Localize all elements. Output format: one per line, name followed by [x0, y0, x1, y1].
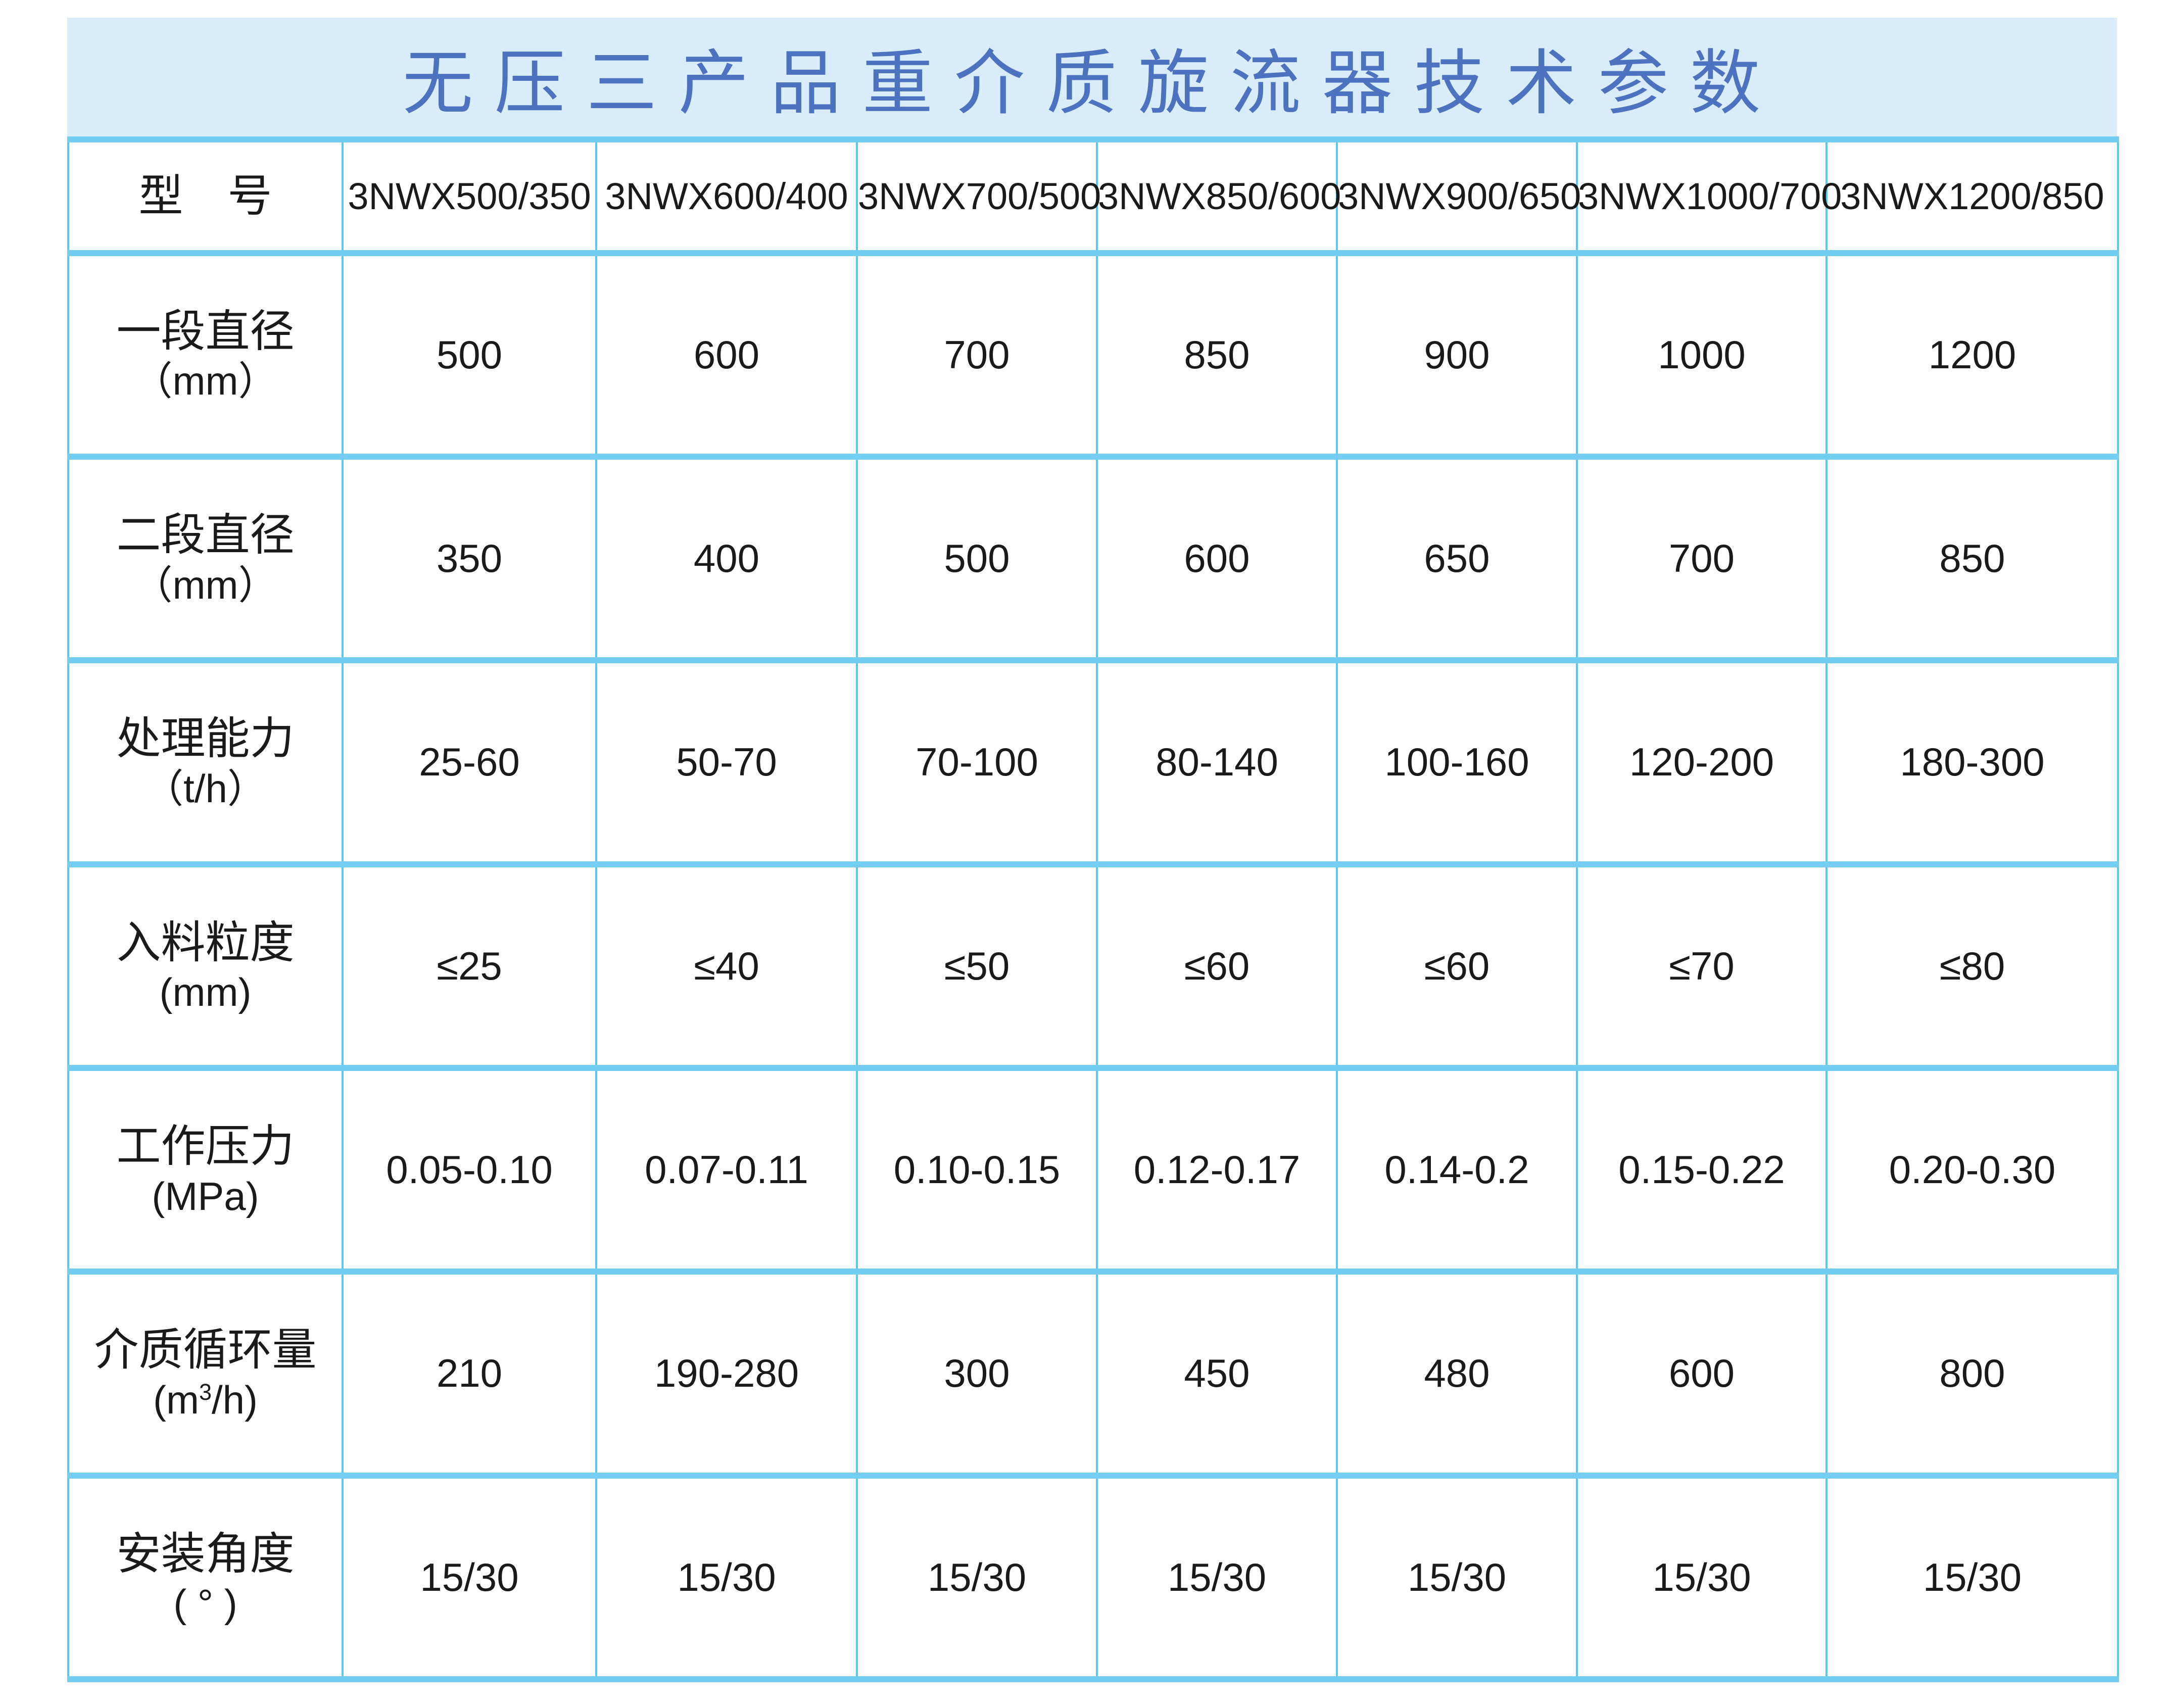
value-cell: 190-280	[595, 1268, 858, 1479]
value-cell: 15/30	[1096, 1472, 1338, 1683]
row-label-name: 工作压力	[116, 1120, 295, 1173]
value-cell: ≤50	[856, 861, 1098, 1071]
spec-table: 型 号 3NWX500/350 3NWX600/400 3NWX700/500 3NWX…	[67, 136, 2119, 1683]
value-cell: 0.15-0.22	[1576, 1064, 1828, 1275]
row-label-unit: (mm)	[159, 970, 252, 1015]
row-label-name: 处理能力	[116, 712, 295, 765]
value-cell: 15/30	[1825, 1472, 2119, 1683]
value-cell: 500	[342, 250, 597, 460]
value-cell: 700	[856, 250, 1098, 460]
model-cell: 3NWX1200/850	[1825, 136, 2119, 256]
row-label: 一段直径 （mm）	[67, 250, 344, 460]
value-cell: 0.14-0.2	[1336, 1064, 1578, 1275]
value-cell: 800	[1825, 1268, 2119, 1479]
row-label-unit: ( ° )	[173, 1581, 237, 1626]
row-label-unit: (m3/h)	[69, 1377, 342, 1424]
row-label: 安装角度( ° )	[67, 1472, 344, 1683]
value-cell: 15/30	[595, 1472, 858, 1683]
value-cell: 600	[1576, 1268, 1828, 1479]
value-cell: 1200	[1825, 250, 2119, 460]
value-cell: 0.10-0.15	[856, 1064, 1098, 1275]
value-cell: 0.07-0.11	[595, 1064, 858, 1275]
model-cell: 3NWX700/500	[856, 136, 1101, 256]
row-label-name: 安装角度	[116, 1527, 295, 1580]
table-row: 安装角度( ° ) 15/30 15/30 15/30 15/30 15/30 15/30 1…	[67, 1472, 2119, 1683]
row-label-name: 一段直径	[116, 305, 295, 357]
value-cell: 600	[1096, 453, 1338, 664]
value-cell: 500	[856, 453, 1098, 664]
value-cell: 350	[342, 453, 597, 664]
model-cell: 3NWX900/650	[1336, 136, 1581, 256]
model-cell: 3NWX600/400	[595, 136, 858, 256]
model-cell: 3NWX850/600	[1096, 136, 1341, 256]
value-cell: 400	[595, 453, 858, 664]
model-header: 型 号	[67, 136, 344, 256]
value-cell: 70-100	[856, 657, 1098, 867]
value-cell: 15/30	[1576, 1472, 1828, 1683]
value-cell: 100-160	[1336, 657, 1578, 867]
value-cell: 25-60	[342, 657, 597, 867]
row-label-unit: （mm）	[133, 562, 278, 607]
value-cell: 600	[595, 250, 858, 460]
title-band: 无压三产品重介质旋流器技术参数	[67, 18, 2117, 136]
unit-pre: (m	[153, 1377, 199, 1422]
value-cell: 0.12-0.17	[1096, 1064, 1338, 1275]
value-cell: 15/30	[342, 1472, 597, 1683]
table-row: 二段直径 （mm） 350 400 500 600 650 700 850	[67, 453, 2119, 664]
value-cell: 450	[1096, 1268, 1338, 1479]
value-cell: 480	[1336, 1268, 1578, 1479]
value-cell: 650	[1336, 453, 1578, 664]
row-label-name: 入料粒度	[116, 916, 295, 968]
value-cell: 700	[1576, 453, 1828, 664]
value-cell: 80-140	[1096, 657, 1338, 867]
value-cell: ≤25	[342, 861, 597, 1071]
value-cell: 120-200	[1576, 657, 1828, 867]
value-cell: ≤70	[1576, 861, 1828, 1071]
value-cell: ≤80	[1825, 861, 2119, 1071]
value-cell: 300	[856, 1268, 1098, 1479]
unit-post: /h)	[211, 1377, 258, 1422]
value-cell: 180-300	[1825, 657, 2119, 867]
header-row: 型 号 3NWX500/350 3NWX600/400 3NWX700/500 3NWX…	[67, 136, 2119, 256]
row-label: 处理能力 （t/h）	[67, 657, 344, 867]
value-cell: 15/30	[1336, 1472, 1578, 1683]
table-row: 入料粒度 (mm) ≤25 ≤40 ≤50 ≤60 ≤60 ≤70 ≤80	[67, 861, 2119, 1071]
row-label-unit: (MPa)	[152, 1174, 259, 1218]
table-row: 一段直径 （mm） 500 600 700 850 900 1000 1200	[67, 250, 2119, 460]
row-label: 工作压力 (MPa)	[67, 1064, 344, 1275]
row-label: 入料粒度 (mm)	[67, 861, 344, 1071]
value-cell: 850	[1825, 453, 2119, 664]
table-row: 工作压力 (MPa) 0.05-0.10 0.07-0.11 0.10-0.15 0.12…	[67, 1064, 2119, 1275]
value-cell: 210	[342, 1268, 597, 1479]
row-label: 介质循环量 (m3/h)	[67, 1268, 344, 1479]
value-cell: 0.05-0.10	[342, 1064, 597, 1275]
model-cell: 3NWX500/350	[342, 136, 597, 256]
model-cell: 3NWX1000/700	[1576, 136, 1842, 256]
table-row: 处理能力 （t/h） 25-60 50-70 70-100 80-140 100-160 12…	[67, 657, 2119, 867]
value-cell: 50-70	[595, 657, 858, 867]
row-label: 二段直径 （mm）	[67, 453, 344, 664]
value-cell: ≤60	[1336, 861, 1578, 1071]
row-label-name: 介质循环量	[94, 1324, 317, 1376]
value-cell: 900	[1336, 250, 1578, 460]
value-cell: 15/30	[856, 1472, 1098, 1683]
row-label-unit: （mm）	[133, 359, 278, 404]
row-label-unit: （t/h）	[144, 766, 267, 811]
value-cell: ≤40	[595, 861, 858, 1071]
row-label-name: 二段直径	[116, 509, 295, 561]
value-cell: ≤60	[1096, 861, 1338, 1071]
table-row: 介质循环量 (m3/h) 210 190-280 300 450 480 600 800	[67, 1268, 2119, 1479]
page-title: 无压三产品重介质旋流器技术参数	[402, 42, 1782, 125]
value-cell: 850	[1096, 250, 1338, 460]
unit-sup: 3	[199, 1379, 212, 1405]
value-cell: 1000	[1576, 250, 1828, 460]
value-cell: 0.20-0.30	[1825, 1064, 2119, 1275]
